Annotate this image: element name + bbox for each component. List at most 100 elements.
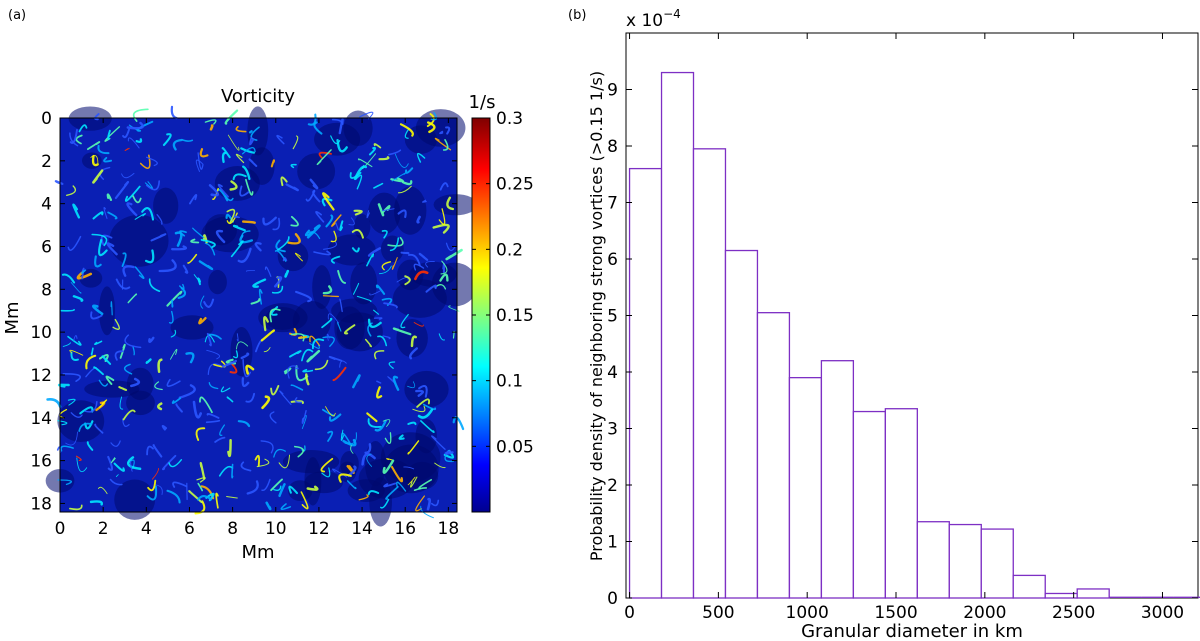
histogram-chart: x 10−4 0 500 1000 1500 2000 2500 3000 0 1 2 3 4 5 6 7… xyxy=(587,7,1200,641)
vorticity-filament xyxy=(239,185,250,197)
vorticity-filament xyxy=(278,454,291,469)
vorticity-filament xyxy=(172,481,188,488)
vorticity-filament xyxy=(366,453,373,467)
dark-granule xyxy=(82,152,102,169)
vorticity-filament xyxy=(301,445,306,452)
histogram-bar xyxy=(820,360,855,599)
vorticity-filament xyxy=(94,423,104,434)
vorticity-filament xyxy=(196,477,206,483)
dark-granule xyxy=(205,214,238,246)
y-exponent-power: −4 xyxy=(663,7,681,21)
vorticity-filament xyxy=(70,412,83,418)
y-exponent-base: x 10 xyxy=(626,11,663,31)
vorticity-filament xyxy=(339,220,344,232)
vorticity-filament xyxy=(178,384,196,399)
vorticity-filament xyxy=(233,350,239,359)
vorticity-filament xyxy=(339,298,343,313)
vorticity-filament xyxy=(69,129,78,144)
heatmap-x-tick-label: 16 xyxy=(394,519,416,539)
vorticity-filament xyxy=(344,324,356,335)
vorticity-filament xyxy=(392,327,412,336)
vorticity-filament xyxy=(442,263,446,274)
histogram-bars xyxy=(628,71,1200,599)
histogram-bar xyxy=(628,167,663,599)
vorticity-filament xyxy=(400,313,409,329)
vorticity-filament xyxy=(157,358,163,373)
vorticity-filament xyxy=(367,418,382,428)
vorticity-filament xyxy=(280,176,288,187)
vorticity-filament xyxy=(126,202,138,217)
vorticity-filament xyxy=(290,400,304,405)
vorticity-filament xyxy=(418,252,429,261)
vorticity-filament xyxy=(332,366,347,382)
vorticity-filament xyxy=(356,295,372,302)
vorticity-filament xyxy=(97,486,108,495)
vorticity-filament xyxy=(366,412,378,423)
vorticity-filament xyxy=(364,443,372,455)
vorticity-filament xyxy=(221,147,231,159)
vorticity-filament xyxy=(321,197,333,207)
vorticity-filament xyxy=(357,158,373,168)
vorticity-filament xyxy=(396,481,407,492)
vorticity-filament xyxy=(270,384,280,396)
vorticity-filament xyxy=(168,459,183,468)
vorticity-filament xyxy=(232,224,246,232)
vorticity-filament xyxy=(145,156,158,167)
vorticity-filament xyxy=(69,132,79,147)
vorticity-filament xyxy=(382,335,391,340)
vorticity-filament xyxy=(67,335,82,346)
vorticity-filament xyxy=(197,495,213,501)
vorticity-filament xyxy=(57,479,73,486)
vorticity-filament xyxy=(387,236,404,247)
vorticity-filament xyxy=(321,317,333,329)
dark-granule xyxy=(433,194,478,216)
vorticity-filament xyxy=(212,187,219,201)
dark-granule xyxy=(277,241,309,272)
vorticity-filament xyxy=(323,241,338,250)
histogram-x-tick-label: 1000 xyxy=(786,603,829,623)
vorticity-filament xyxy=(246,480,259,495)
vorticity-filament xyxy=(397,209,407,219)
vorticity-filament xyxy=(175,403,183,413)
vorticity-filament xyxy=(46,398,62,408)
vorticity-filament xyxy=(336,138,348,153)
vorticity-filament xyxy=(439,182,449,191)
vorticity-filament xyxy=(60,445,74,452)
vorticity-filament xyxy=(130,377,141,388)
vorticity-filament xyxy=(197,482,204,492)
vorticity-filament xyxy=(446,196,455,211)
vorticity-filament xyxy=(226,208,236,224)
y-exponent-label: x 10−4 xyxy=(626,7,681,31)
vorticity-filament xyxy=(426,497,431,511)
heatmap-x-axis-label: Mm xyxy=(241,542,274,563)
vorticity-filament xyxy=(292,135,299,150)
dark-granule xyxy=(247,106,269,156)
colorbar-tick-label: 0.15 xyxy=(496,306,534,326)
vorticity-filament xyxy=(240,352,250,360)
vorticity-filament xyxy=(207,333,222,340)
vorticity-filament xyxy=(190,238,200,244)
vorticity-filament xyxy=(326,333,331,341)
vorticity-filament xyxy=(256,458,270,468)
vorticity-filament xyxy=(154,484,163,495)
heatmap-y-tick-label: 8 xyxy=(41,280,52,300)
vorticity-filament xyxy=(204,242,216,256)
vorticity-filament xyxy=(425,261,435,268)
vorticity-filament xyxy=(206,413,220,419)
vorticity-filament xyxy=(99,399,108,408)
vorticity-filament xyxy=(248,136,255,146)
vorticity-filament xyxy=(230,240,244,258)
vorticity-filament xyxy=(390,465,404,483)
vorticity-filament xyxy=(69,349,84,356)
vorticity-filament xyxy=(92,304,104,316)
vorticity-filament xyxy=(337,269,347,284)
histogram-bar xyxy=(660,71,695,599)
vorticity-filament xyxy=(199,462,206,480)
dark-granule xyxy=(282,450,340,474)
vorticity-filament xyxy=(172,138,183,151)
dark-granule xyxy=(258,303,308,333)
vorticity-filament xyxy=(355,174,363,190)
vorticity-filament xyxy=(110,301,113,316)
heatmap-x-tick-label: 18 xyxy=(438,519,460,539)
vorticity-filament xyxy=(170,329,177,338)
